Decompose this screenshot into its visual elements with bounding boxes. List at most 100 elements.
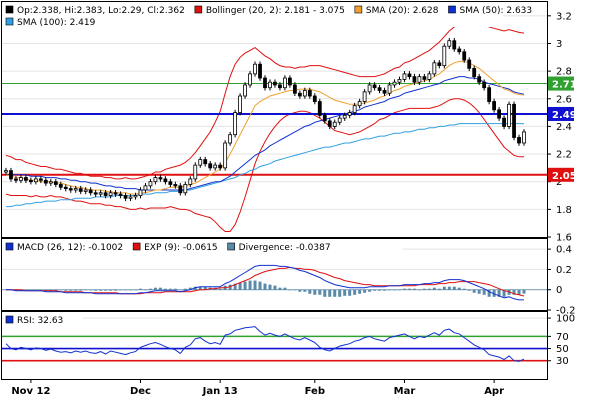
price-y-tick-label: 3 bbox=[556, 39, 562, 50]
candle bbox=[487, 84, 492, 105]
candle bbox=[48, 178, 53, 186]
candle bbox=[38, 176, 43, 184]
macd-legend-swatch bbox=[132, 242, 141, 251]
candle bbox=[288, 75, 292, 88]
price-tag-label: 2.71 bbox=[552, 80, 577, 91]
macd-lines bbox=[6, 264, 525, 301]
candle bbox=[402, 71, 407, 83]
divergence-bar bbox=[517, 289, 521, 295]
candle bbox=[29, 177, 33, 185]
divergence-bar bbox=[442, 286, 446, 290]
candle-body bbox=[372, 84, 377, 89]
price-legend-label: Bollinger (20, 2): 2.181 - 3.075 bbox=[206, 6, 345, 16]
rsi-line bbox=[5, 326, 525, 362]
rsi-legend-swatch bbox=[5, 315, 14, 324]
candle-body bbox=[457, 48, 462, 53]
candle-body bbox=[33, 178, 38, 183]
date-x-axis: Nov 12 Dec Jan 13 Feb Mar Apr bbox=[11, 379, 504, 397]
candle bbox=[88, 187, 93, 196]
candle bbox=[347, 109, 352, 119]
macd-legend-swatch bbox=[5, 242, 14, 251]
candle-body bbox=[412, 76, 417, 83]
candle bbox=[73, 185, 78, 193]
candle-body bbox=[88, 189, 93, 194]
candle bbox=[198, 156, 203, 168]
x-tick-label: Nov 12 bbox=[11, 386, 50, 397]
candle bbox=[522, 129, 526, 146]
divergence-bar bbox=[163, 288, 167, 290]
candle-body bbox=[98, 192, 103, 195]
candle bbox=[332, 119, 337, 130]
candle bbox=[24, 174, 28, 184]
macd-legend-swatch bbox=[227, 242, 235, 251]
candle bbox=[327, 118, 332, 130]
price-y-axis: 1.6 1.8 2 2.2 2.4 2.6 2.8 3 3.2 bbox=[547, 11, 572, 244]
candle-body bbox=[148, 181, 153, 187]
divergence-bar bbox=[502, 289, 506, 297]
candle-body bbox=[14, 178, 18, 181]
candle-body bbox=[218, 164, 223, 169]
divergence-bar bbox=[412, 288, 416, 290]
candle-body bbox=[327, 120, 332, 127]
price-tag-bg bbox=[548, 76, 574, 91]
candle-body bbox=[29, 179, 33, 183]
bollinger-upper-line bbox=[5, 22, 525, 180]
candle-body bbox=[19, 177, 23, 181]
divergence-bar bbox=[417, 289, 421, 291]
candle-body bbox=[193, 164, 198, 180]
divergence-bar bbox=[218, 288, 222, 290]
candle-body bbox=[397, 79, 402, 83]
candle-body bbox=[342, 114, 347, 119]
divergence-bar bbox=[238, 282, 242, 290]
candle bbox=[472, 65, 477, 80]
candle bbox=[43, 177, 48, 186]
divergence-bar bbox=[288, 289, 292, 291]
candle bbox=[322, 112, 327, 124]
sma50-line bbox=[6, 76, 525, 191]
divergence-bar bbox=[248, 280, 252, 290]
candle-body bbox=[24, 177, 28, 181]
candle bbox=[397, 76, 402, 85]
candle bbox=[417, 73, 422, 85]
candle-body bbox=[507, 103, 511, 127]
candle-body bbox=[143, 185, 148, 191]
candle-body bbox=[347, 112, 352, 116]
divergence-bar bbox=[388, 289, 392, 291]
candle-body bbox=[208, 163, 213, 169]
candle bbox=[4, 167, 8, 175]
divergence-bar bbox=[173, 288, 177, 290]
candle bbox=[63, 184, 68, 192]
candle bbox=[218, 162, 223, 171]
candle-body bbox=[357, 101, 362, 107]
divergence-bar bbox=[153, 287, 157, 290]
candle bbox=[502, 115, 506, 130]
divergence-bar bbox=[109, 289, 113, 291]
divergence-bar bbox=[393, 289, 396, 291]
candle-body bbox=[442, 45, 447, 66]
divergence-bar bbox=[243, 281, 247, 290]
divergence-bar bbox=[407, 288, 411, 290]
divergence-bar bbox=[69, 289, 73, 291]
divergence-bar bbox=[34, 289, 38, 291]
candle bbox=[407, 71, 412, 80]
candle-body bbox=[108, 192, 113, 196]
rsi-legend: RSI: 32.63 bbox=[3, 313, 83, 326]
candle-body bbox=[292, 84, 297, 94]
candle bbox=[228, 131, 233, 146]
candle-body bbox=[118, 193, 123, 196]
candle bbox=[357, 98, 362, 109]
candle-body bbox=[387, 84, 392, 94]
candle bbox=[392, 79, 397, 88]
candle bbox=[113, 190, 118, 197]
price-legend-label: SMA (20): 2.628 bbox=[366, 6, 439, 16]
divergence-bar bbox=[383, 289, 387, 291]
candle bbox=[297, 90, 302, 99]
divergence-bar bbox=[313, 289, 317, 295]
price-legend-swatch bbox=[5, 17, 14, 26]
divergence-bar bbox=[188, 287, 192, 290]
macd-y-tick-label: -0.2 bbox=[556, 306, 576, 317]
candle bbox=[118, 191, 123, 199]
candle bbox=[178, 183, 183, 196]
candle bbox=[248, 71, 252, 88]
macd-divergence-bars bbox=[4, 280, 526, 297]
